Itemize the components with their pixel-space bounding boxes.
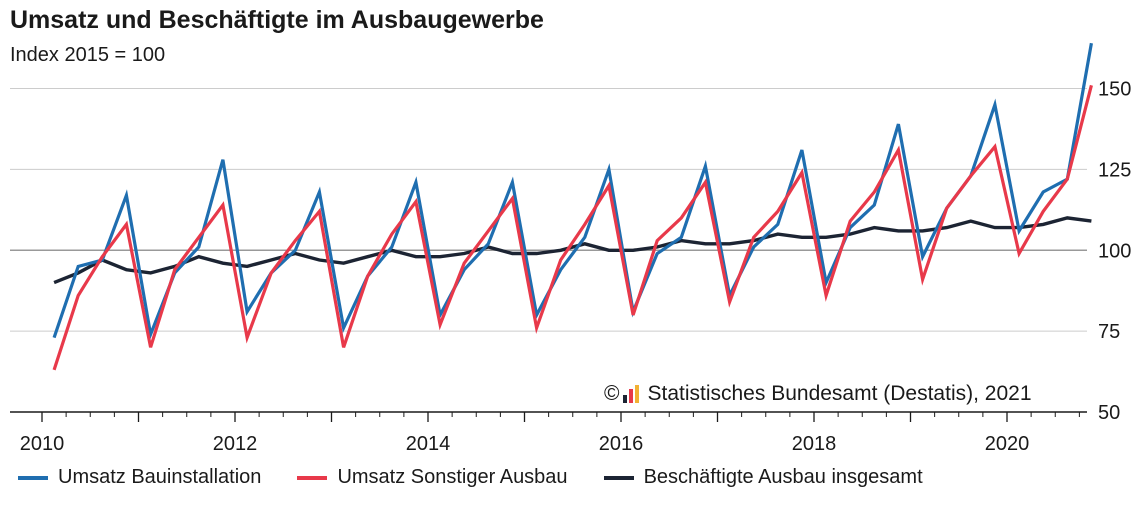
legend-item-umsatz-bauinstallation: Umsatz Bauinstallation xyxy=(18,466,261,489)
x-tick-label: 2010 xyxy=(20,433,65,455)
legend-item-umsatz-sonstiger-ausbau: Umsatz Sonstiger Ausbau xyxy=(297,466,568,489)
legend: Umsatz Bauinstallation Umsatz Sonstiger … xyxy=(18,466,959,489)
legend-swatch xyxy=(18,475,48,480)
legend-label: Umsatz Bauinstallation xyxy=(58,466,262,488)
legend-swatch xyxy=(603,475,634,480)
series-line-umsatz-sonstiger-ausbau xyxy=(52,84,1093,371)
x-tick-label: 2014 xyxy=(406,433,451,455)
y-tick-label: 75 xyxy=(1098,321,1120,343)
y-tick-labels: 50 75 100 125 150 xyxy=(1098,79,1131,424)
copyright-symbol: © xyxy=(604,382,620,405)
y-tick-label: 150 xyxy=(1098,79,1131,101)
series-line-umsatz-bauinstallation xyxy=(52,42,1093,341)
legend-item-beschaeftigte: Beschäftigte Ausbau insgesamt xyxy=(603,466,923,489)
chart-subtitle: Index 2015 = 100 xyxy=(10,44,166,66)
x-tick-label: 2020 xyxy=(985,433,1030,455)
legend-label: Umsatz Sonstiger Ausbau xyxy=(337,466,568,488)
y-tick-label: 50 xyxy=(1098,402,1120,424)
source-note: © Statistisches Bundesamt (Destatis), 20… xyxy=(600,382,1036,406)
legend-label: Beschäftigte Ausbau insgesamt xyxy=(643,466,923,488)
x-tick-label: 2012 xyxy=(213,433,258,455)
y-tick-label: 125 xyxy=(1098,159,1131,181)
x-tick-label: 2018 xyxy=(792,433,837,455)
x-axis: 2010 2012 2014 2016 2018 2020 xyxy=(10,411,1087,455)
x-tick-label: 2016 xyxy=(599,433,644,455)
chart-title: Umsatz und Beschäftigte im Ausbaugewerbe xyxy=(10,6,544,34)
series-lines xyxy=(52,42,1093,371)
legend-swatch xyxy=(297,475,328,480)
destatis-logo-icon xyxy=(623,385,641,403)
y-tick-label: 100 xyxy=(1098,240,1131,262)
source-text: Statistisches Bundesamt (Destatis), 2021 xyxy=(647,382,1032,405)
